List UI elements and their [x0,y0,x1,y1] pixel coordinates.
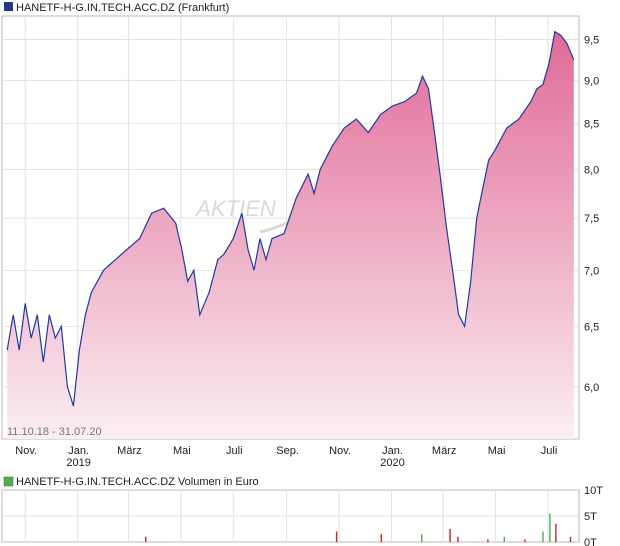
volume-y-tick-label: 0T [584,537,597,546]
price-chart-title: HANETF-H-G.IN.TECH.ACC.DZ (Frankfurt) [16,2,229,14]
volume-bar [555,523,557,542]
x-tick-label: Nov. [329,445,351,457]
x-tick-label: Sep. [276,445,299,457]
volume-bar [503,536,505,542]
x-tick-label: Juli [541,445,558,457]
volume-bar [524,539,526,542]
volume-bar [487,539,489,542]
volume-bars [145,513,572,542]
date-range-label: 11.10.18 - 31.07.20 [7,426,102,438]
volume-chart-title: HANETF-H-G.IN.TECH.ACC.DZ Volumen in Eur… [16,476,259,488]
volume-bar [542,531,544,542]
x-tick-year-label: 2020 [380,457,404,469]
x-tick-label: Jan. [382,445,403,457]
x-tick-label: Juli [226,445,243,457]
volume-bar [569,536,572,542]
volume-plot [1,489,580,543]
price-legend-swatch [4,2,13,11]
y-tick-label: 9,0 [584,75,599,87]
volume-legend-swatch [3,476,14,487]
y-tick-label: 8,5 [584,119,599,131]
x-tick-year-label: 2019 [66,457,90,469]
x-tick-label: Mai [488,445,506,457]
y-tick-label: 7,0 [584,265,599,277]
volume-bar [457,536,459,542]
price-series-line [6,30,575,407]
price-area-fill [7,31,574,439]
y-tick-label: 7,5 [584,213,599,225]
volume-bar [335,531,338,542]
volume-bar [549,513,551,542]
y-tick-label: 6,5 [584,321,599,333]
volume-bar [145,536,147,542]
volume-bar [449,529,451,542]
volume-y-tick-label: 5T [584,511,597,523]
x-tick-label: Nov. [15,445,37,457]
y-tick-label: 8,0 [584,164,599,176]
volume-bar [421,534,423,542]
price-plot: AKTIEN 11.10.18 - 31.07.20 [1,15,580,440]
price-y-axis: 6,0 6,5 7,0 7,5 8,0 8,5 9,0 9,5 [584,35,599,394]
x-tick-label: Jan. [68,445,89,457]
volume-grid [2,490,579,542]
x-tick-label: März [432,445,456,457]
y-tick-label: 6,0 [584,382,599,394]
volume-y-tick-label: 10T [584,485,603,497]
volume-y-axis: 0T 5T 10T [584,485,603,546]
x-tick-label: Mai [173,445,191,457]
watermark-logo: AKTIEN [194,196,276,221]
y-tick-label: 9,5 [584,35,599,47]
volume-bar [380,534,382,542]
x-tick-label: März [117,445,141,457]
